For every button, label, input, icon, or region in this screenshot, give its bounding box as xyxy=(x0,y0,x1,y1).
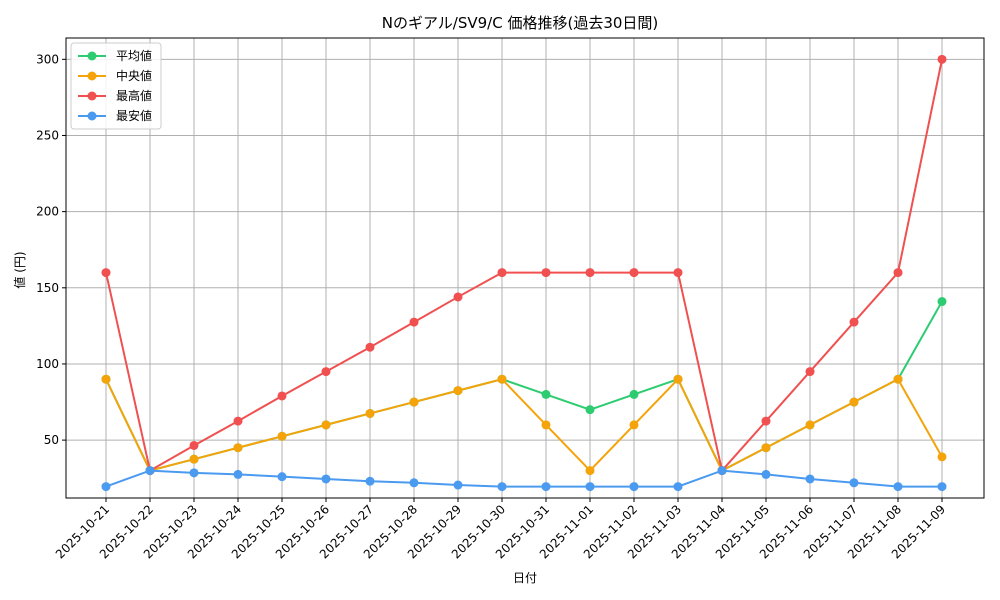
data-point xyxy=(321,367,331,377)
data-point xyxy=(409,478,419,488)
data-point xyxy=(321,420,331,430)
data-point xyxy=(937,297,947,307)
data-point xyxy=(585,268,595,278)
legend-marker xyxy=(87,71,97,81)
data-point xyxy=(761,443,771,453)
data-point xyxy=(805,420,815,430)
series-lines xyxy=(101,54,947,492)
y-tick-label: 100 xyxy=(36,357,59,371)
x-axis-label: 日付 xyxy=(513,571,537,585)
data-point xyxy=(145,466,155,476)
series-中央値 xyxy=(101,374,947,476)
data-point xyxy=(805,474,815,484)
data-point xyxy=(849,317,859,327)
series-line xyxy=(105,301,943,472)
data-point xyxy=(585,466,595,476)
data-point xyxy=(277,391,287,401)
legend-item: 中央値 xyxy=(78,68,152,83)
data-point xyxy=(629,420,639,430)
y-tick-label: 250 xyxy=(36,128,59,142)
axis-ticks: 2025-10-212025-10-222025-10-232025-10-24… xyxy=(36,52,948,561)
data-point xyxy=(453,292,463,302)
data-point xyxy=(673,268,683,278)
data-point xyxy=(893,374,903,384)
data-point xyxy=(937,54,947,64)
legend-item: 平均値 xyxy=(78,48,152,63)
data-point xyxy=(189,440,199,450)
data-point xyxy=(497,268,507,278)
data-point xyxy=(365,408,375,418)
data-point xyxy=(497,482,507,492)
legend-label: 平均値 xyxy=(116,48,152,63)
data-point xyxy=(893,482,903,492)
series-line xyxy=(105,377,943,473)
data-point xyxy=(497,374,507,384)
data-point xyxy=(453,386,463,396)
data-point xyxy=(541,268,551,278)
data-point xyxy=(541,420,551,430)
data-point xyxy=(673,374,683,384)
data-point xyxy=(233,443,243,453)
series-line xyxy=(105,59,943,473)
data-point xyxy=(761,469,771,479)
data-point xyxy=(629,482,639,492)
data-point xyxy=(101,268,111,278)
legend-box xyxy=(70,42,162,130)
data-point xyxy=(629,389,639,399)
legend-marker xyxy=(87,51,97,61)
legend-label: 最高値 xyxy=(116,88,152,103)
data-point xyxy=(233,416,243,426)
data-point xyxy=(849,478,859,488)
data-point xyxy=(585,482,595,492)
data-point xyxy=(189,468,199,478)
data-point xyxy=(717,466,727,476)
data-point xyxy=(409,317,419,327)
legend-label: 最安値 xyxy=(116,108,152,123)
series-最安値 xyxy=(101,466,947,492)
data-point xyxy=(761,416,771,426)
legend-label: 中央値 xyxy=(116,68,152,83)
data-point xyxy=(277,431,287,441)
series-line xyxy=(105,469,942,488)
y-tick-label: 200 xyxy=(36,205,59,219)
data-point xyxy=(673,482,683,492)
data-point xyxy=(101,374,111,384)
data-point xyxy=(409,397,419,407)
data-point xyxy=(541,482,551,492)
y-tick-label: 50 xyxy=(44,433,59,447)
legend-item: 最高値 xyxy=(78,88,152,103)
data-point xyxy=(101,482,111,492)
legend-marker xyxy=(87,111,97,121)
data-point xyxy=(453,480,463,490)
data-point xyxy=(541,389,551,399)
legend-marker xyxy=(87,91,97,101)
chart-title: Nのギアル/SV9/C 価格推移(過去30日間) xyxy=(382,14,659,32)
data-point xyxy=(365,476,375,486)
data-point xyxy=(937,452,947,462)
grid xyxy=(66,38,984,498)
data-point xyxy=(937,482,947,492)
y-tick-label: 300 xyxy=(36,52,59,66)
data-point xyxy=(321,474,331,484)
data-point xyxy=(189,454,199,464)
series-最高値 xyxy=(101,54,947,476)
data-point xyxy=(629,268,639,278)
data-point xyxy=(277,472,287,482)
data-point xyxy=(585,405,595,415)
data-point xyxy=(893,268,903,278)
data-point xyxy=(233,469,243,479)
series-平均値 xyxy=(101,297,947,476)
y-axis-label: 値 (円) xyxy=(12,251,27,288)
data-point xyxy=(365,342,375,352)
data-point xyxy=(849,397,859,407)
y-tick-label: 150 xyxy=(36,281,59,295)
legend-item: 最安値 xyxy=(78,108,152,123)
data-point xyxy=(805,367,815,377)
plot-frame xyxy=(65,37,985,499)
